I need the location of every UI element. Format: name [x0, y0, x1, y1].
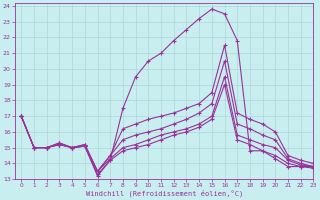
X-axis label: Windchill (Refroidissement éolien,°C): Windchill (Refroidissement éolien,°C) [85, 190, 243, 197]
